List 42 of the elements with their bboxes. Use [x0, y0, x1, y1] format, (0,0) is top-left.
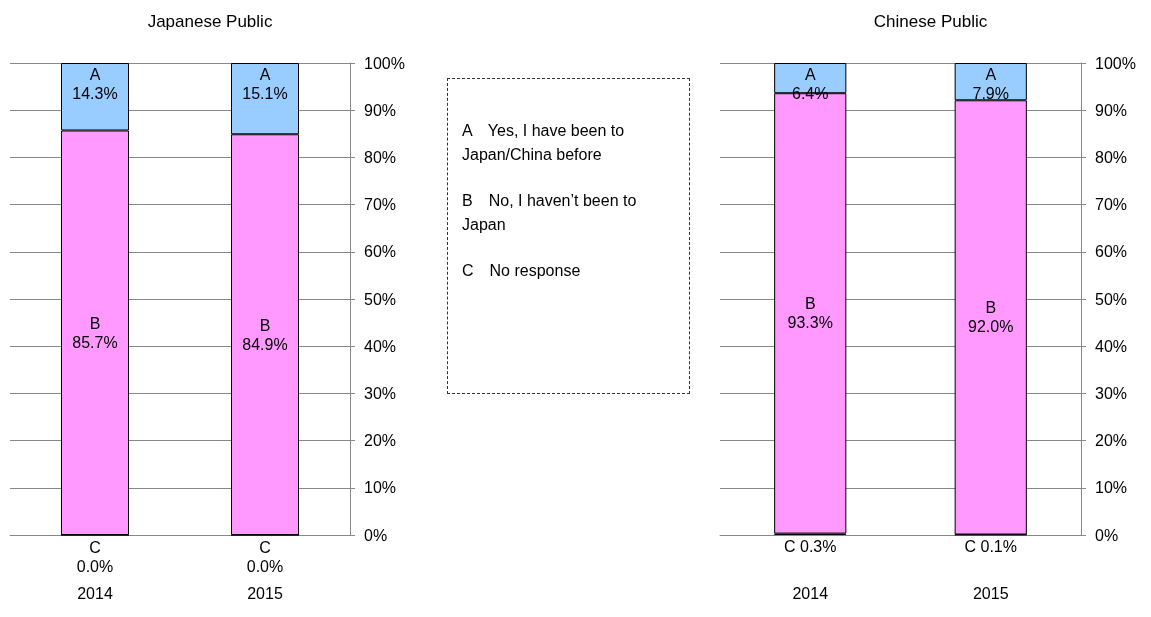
y-tick-label: 100%: [364, 54, 405, 72]
x-tick-label: 2014: [77, 584, 113, 602]
x-tick-label: 2014: [792, 584, 829, 602]
data-label: B 84.9%: [242, 316, 288, 353]
data-label: C 0.1%: [964, 538, 1017, 556]
y-tick-label: 60%: [364, 243, 397, 261]
y-tick-label: 40%: [364, 337, 397, 355]
y-tick-label: 80%: [1095, 148, 1128, 166]
y-tick-label: 30%: [1095, 384, 1128, 402]
y-tick-label: 10%: [364, 479, 397, 497]
y-tick-label: 20%: [364, 432, 397, 450]
y-tick-label: 50%: [1095, 290, 1128, 308]
data-label: B 85.7%: [72, 314, 118, 351]
data-label: B 93.3%: [787, 295, 833, 332]
y-tick-label: 70%: [364, 196, 397, 214]
y-tick-label: 50%: [364, 290, 397, 308]
text: A Yes, I have been to Japan/China before: [462, 121, 626, 165]
y-tick-label: 100%: [1095, 54, 1136, 72]
data-label: B 92.0%: [968, 299, 1014, 336]
data-label: A 7.9%: [972, 66, 1009, 102]
data-label: A 14.3%: [72, 66, 118, 102]
y-tick-label: 70%: [1095, 196, 1128, 214]
x-tick-label: 2015: [972, 584, 1009, 602]
chart-title: Chinese Public: [873, 12, 988, 31]
text: B No, I haven’t been to Japan: [462, 191, 638, 235]
y-tick-label: 60%: [1095, 243, 1128, 261]
y-tick-label: 20%: [1095, 432, 1128, 450]
data-label: C 0.3%: [784, 538, 837, 555]
data-label: C 0.0%: [246, 538, 284, 575]
data-label: C 0.0%: [76, 538, 114, 575]
text: C No response: [462, 261, 582, 281]
y-tick-label: 10%: [1095, 479, 1128, 497]
chart-title: Japanese Public: [147, 12, 273, 31]
y-tick-label: 90%: [1095, 101, 1128, 119]
y-tick-label: 0%: [1095, 526, 1119, 544]
y-tick-label: 90%: [364, 101, 397, 119]
x-tick-label: 2015: [247, 584, 283, 602]
y-tick-label: 40%: [1095, 337, 1128, 355]
y-tick-label: 0%: [364, 526, 388, 544]
data-label: A 15.1%: [242, 66, 288, 102]
y-tick-label: 80%: [364, 148, 397, 166]
y-tick-label: 30%: [364, 384, 397, 402]
